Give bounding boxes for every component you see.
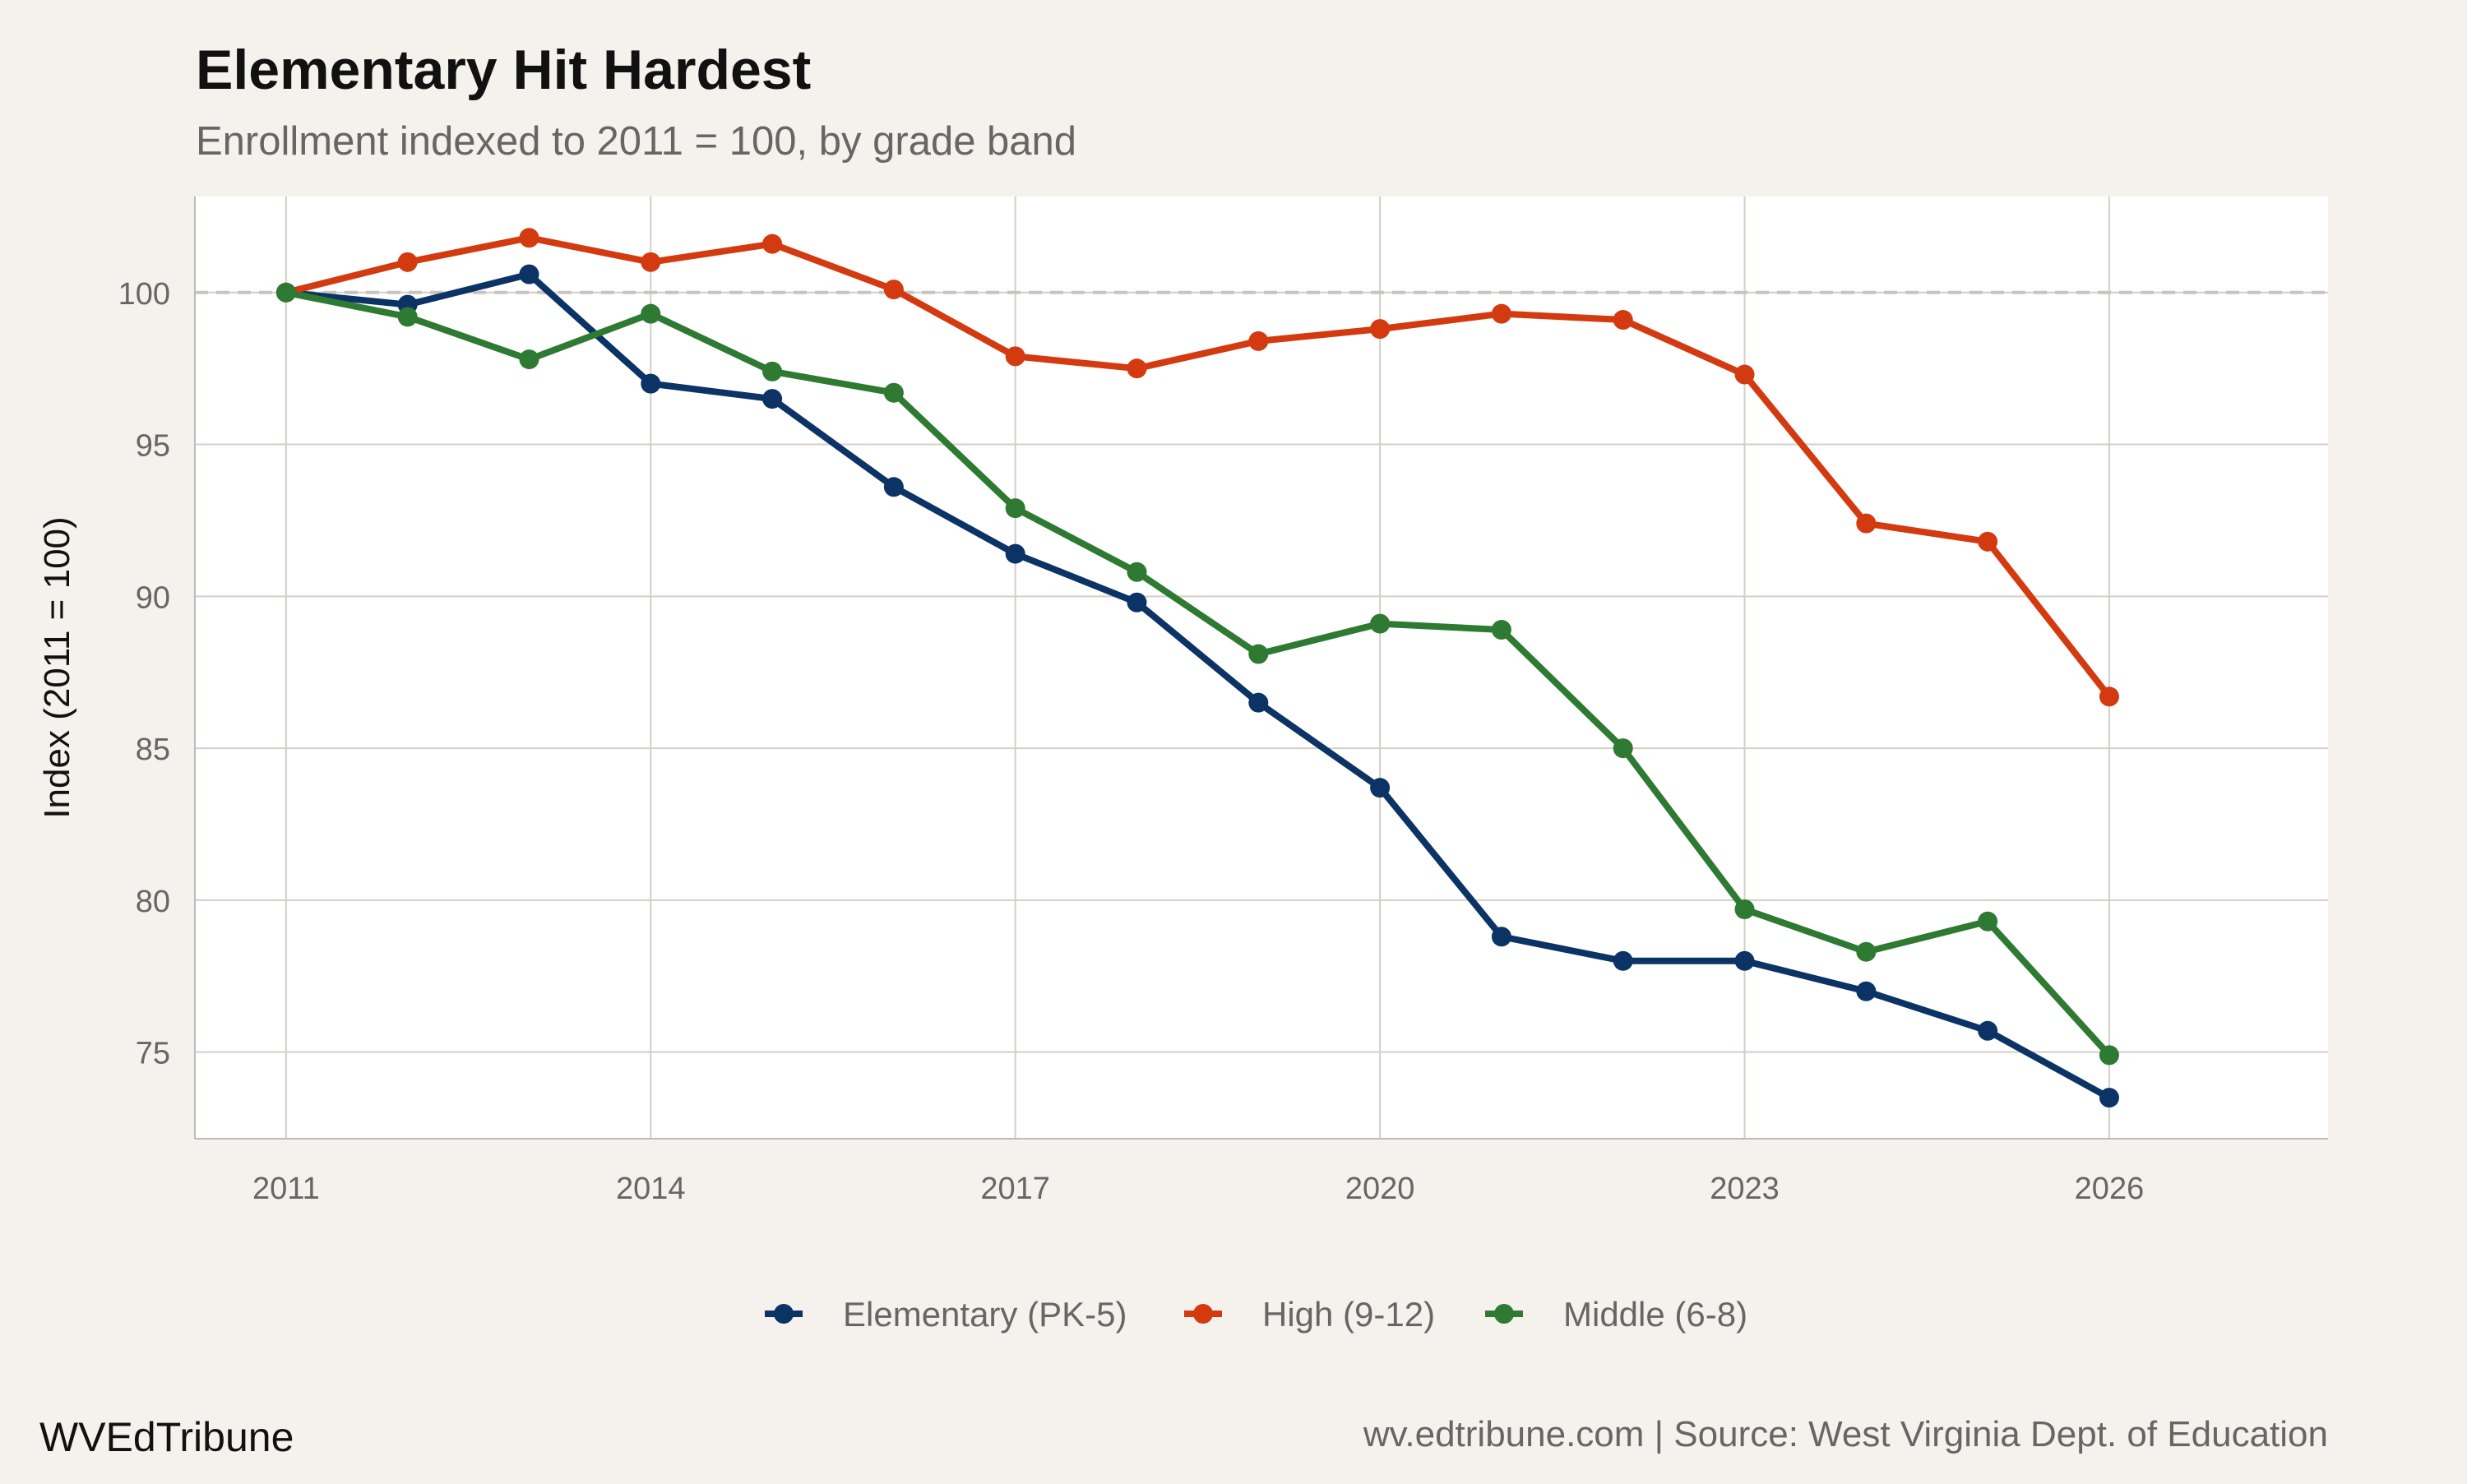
x-tick-label: 2014 <box>616 1172 686 1206</box>
legend-label: Elementary (PK-5) <box>843 1295 1127 1334</box>
data-point <box>1248 644 1269 664</box>
data-point <box>1734 364 1755 385</box>
data-point <box>1370 778 1391 798</box>
data-point <box>1613 950 1633 971</box>
data-point <box>1734 950 1755 971</box>
x-tick-label: 2017 <box>980 1172 1050 1206</box>
footer-brand: WVEdTribune <box>39 1414 294 1460</box>
legend-key-point <box>1193 1304 1213 1324</box>
data-point <box>641 252 661 272</box>
x-tick-label: 2020 <box>1345 1172 1415 1206</box>
series-line-1 <box>285 234 2113 699</box>
chart-title: Elementary Hit Hardest <box>196 39 811 101</box>
data-point <box>397 307 418 327</box>
data-point <box>519 349 539 370</box>
chart-subtitle: Enrollment indexed to 2011 = 100, by gra… <box>196 119 1076 164</box>
data-point <box>2099 687 2119 707</box>
data-point <box>1491 303 1511 324</box>
data-point <box>2099 1045 2119 1066</box>
data-point <box>883 382 904 403</box>
data-point <box>1856 513 1877 534</box>
data-point <box>1127 562 1147 582</box>
data-point <box>1491 619 1511 640</box>
legend: Elementary (PK-5) High (9-12) Middle (6-8) <box>765 1295 1747 1334</box>
y-tick-label: 95 <box>136 429 170 464</box>
data-point <box>1248 692 1269 713</box>
y-tick-label: 80 <box>136 885 170 919</box>
x-tick-label: 2023 <box>1710 1172 1780 1206</box>
data-point <box>762 361 783 381</box>
data-point <box>1613 310 1633 331</box>
data-point <box>1370 319 1391 340</box>
data-point <box>519 264 539 284</box>
data-point <box>641 303 661 324</box>
data-point <box>397 252 418 272</box>
y-tick-label: 75 <box>136 1037 170 1071</box>
data-point <box>1127 592 1147 613</box>
data-point <box>1127 358 1147 379</box>
data-point <box>1734 899 1755 919</box>
data-point <box>1370 613 1391 634</box>
y-tick-label: 85 <box>136 733 170 767</box>
tick-labels: 75 80 85 90 95 100 2011 2014 2017 2020 2023 2026 <box>118 277 2145 1206</box>
data-point <box>1005 543 1025 564</box>
data-point <box>1491 927 1511 947</box>
x-tick-label: 2026 <box>2075 1172 2145 1206</box>
y-tick-label: 90 <box>136 580 170 615</box>
data-point <box>1005 346 1025 367</box>
x-tick-label: 2011 <box>252 1172 320 1206</box>
footer-source: wv.edtribune.com | Source: West Virginia… <box>1363 1414 2328 1454</box>
data-point <box>762 389 783 409</box>
data-point <box>1978 1020 1998 1041</box>
data-point <box>1005 498 1025 519</box>
y-tick-label: 100 <box>118 277 170 312</box>
data-point <box>1978 911 1998 932</box>
legend-label: Middle (6-8) <box>1563 1295 1747 1334</box>
series-line-2 <box>285 289 2112 1058</box>
data-point <box>1978 531 1998 552</box>
y-axis-label: Index (2011 = 100) <box>37 516 77 818</box>
legend-label: High (9-12) <box>1262 1295 1435 1334</box>
data-point <box>1613 738 1633 759</box>
data-point <box>1856 941 1877 962</box>
data-point <box>883 477 904 497</box>
data-point <box>762 233 783 254</box>
data-point <box>2099 1088 2119 1108</box>
legend-key-point <box>774 1304 794 1324</box>
data-point <box>641 373 661 394</box>
data-point <box>883 280 904 300</box>
data-point <box>519 228 539 248</box>
data-point <box>1856 981 1877 1001</box>
series-line-0 <box>285 270 2111 1101</box>
series-group <box>275 228 2119 1108</box>
legend-key-point <box>1494 1304 1514 1324</box>
data-point <box>1248 331 1269 351</box>
data-point <box>275 282 296 303</box>
